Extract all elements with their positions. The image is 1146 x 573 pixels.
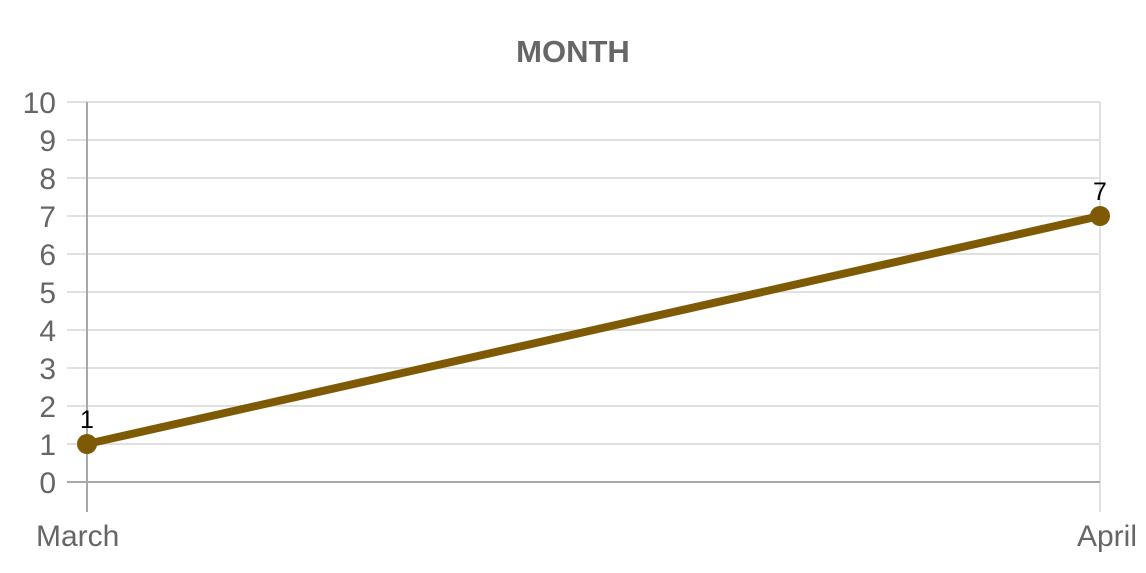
series-line <box>83 212 1104 448</box>
x-tick-label: April <box>1077 520 1137 553</box>
data-point <box>1090 206 1110 226</box>
grid-lines <box>67 101 1101 512</box>
y-tick-label: 7 <box>39 201 56 234</box>
y-axis-tick-labels: 0 1 2 3 4 5 6 7 8 9 10 <box>23 87 56 500</box>
y-tick-label: 10 <box>23 87 56 120</box>
y-tick-label: 3 <box>39 353 56 386</box>
series-lines <box>83 212 1104 448</box>
y-tick-label: 0 <box>39 467 56 500</box>
data-point <box>77 434 97 454</box>
y-tick-label: 9 <box>39 125 56 158</box>
data-label: 7 <box>1093 178 1107 206</box>
data-labels: 17 <box>80 178 1107 434</box>
y-tick-label: 2 <box>39 391 56 424</box>
axes <box>67 102 1100 512</box>
y-tick-label: 6 <box>39 239 56 272</box>
y-tick-label: 5 <box>39 277 56 310</box>
y-tick-label: 4 <box>39 315 56 348</box>
data-label: 1 <box>80 406 94 434</box>
chart-title: MONTH <box>516 34 630 69</box>
y-tick-label: 1 <box>39 429 56 462</box>
x-tick-label: March <box>36 520 119 553</box>
y-tick-label: 8 <box>39 163 56 196</box>
x-axis-tick-labels: March April <box>36 520 1137 553</box>
data-points <box>77 206 1110 454</box>
